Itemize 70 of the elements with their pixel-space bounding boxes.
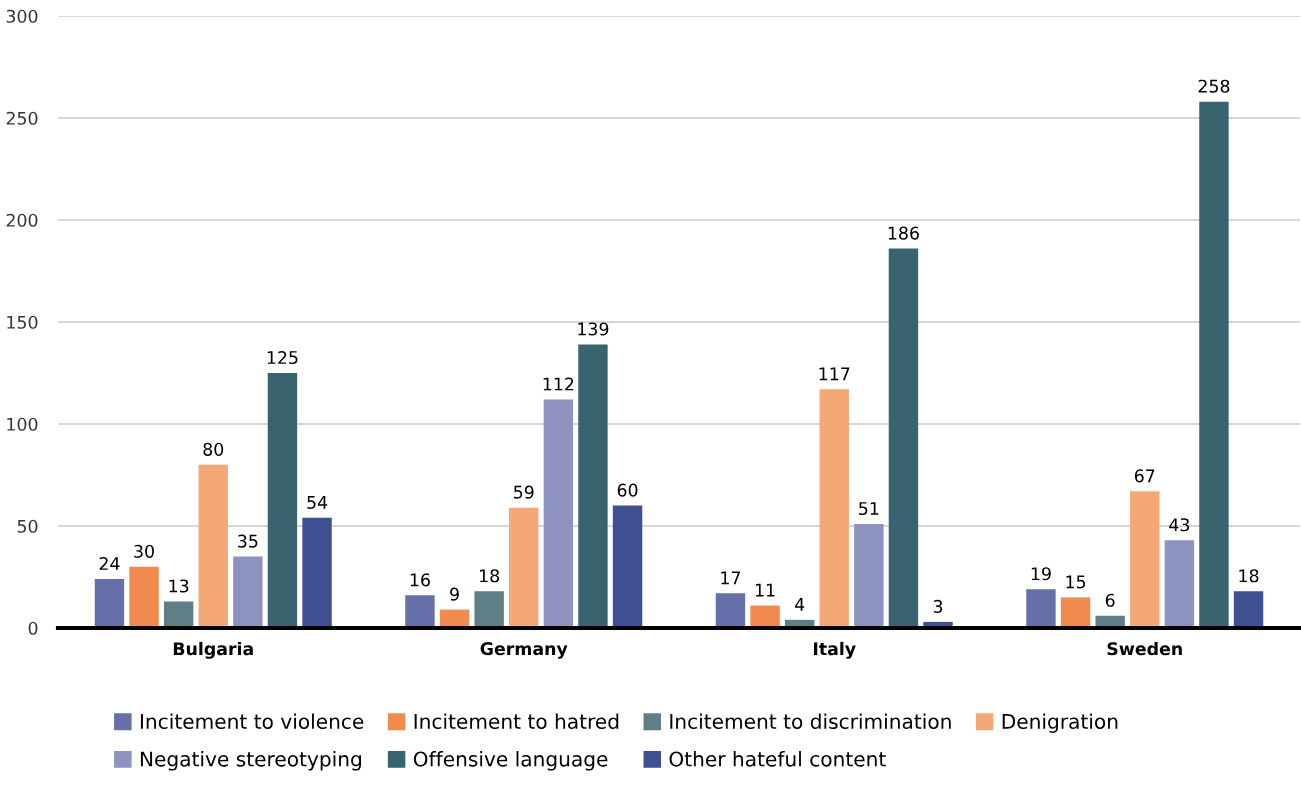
bar [819, 389, 849, 628]
x-tick-label: Sweden [1107, 641, 1182, 656]
bar [1026, 589, 1056, 628]
bar [405, 595, 435, 628]
bar [94, 579, 125, 628]
data-label: 18 [480, 569, 500, 583]
legend-label: Denigration [1002, 713, 1118, 733]
data-label: 17 [721, 571, 741, 585]
y-tick-label: 0 [28, 621, 38, 635]
legend-label: Incitement to hatred [414, 713, 619, 730]
y-tick-label: 150 [7, 315, 38, 329]
bar [163, 601, 194, 628]
data-label: 35 [238, 534, 258, 548]
x-tick-label: Bulgaria [173, 641, 253, 659]
bar [1199, 101, 1229, 628]
data-label: 258 [1198, 79, 1230, 93]
bar [1233, 591, 1264, 628]
data-label: 186 [888, 226, 919, 240]
bar [302, 517, 332, 628]
data-label: 16 [410, 573, 430, 587]
bar [474, 591, 504, 628]
data-label: 80 [203, 442, 224, 456]
bar [267, 373, 298, 628]
y-tick-label: 200 [6, 213, 38, 227]
y-tick-label: 300 [6, 9, 38, 23]
legend-label: Other hateful content [669, 751, 886, 767]
bar [233, 556, 263, 628]
data-label: 112 [543, 377, 574, 391]
legend-label: Incitement to discrimination [670, 713, 951, 730]
data-label: 3 [933, 599, 943, 613]
data-label: 60 [617, 483, 638, 497]
data-label: 139 [578, 322, 609, 336]
y-tick-label: 50 [17, 519, 38, 533]
bar [1130, 491, 1160, 628]
bar [715, 593, 746, 628]
y-tick-label: 250 [6, 111, 38, 125]
data-label: 54 [307, 496, 328, 509]
bar [854, 523, 884, 628]
data-label: 15 [1066, 575, 1086, 589]
bar [198, 464, 228, 628]
data-label: 13 [169, 579, 189, 593]
x-tick-label: Italy [813, 641, 856, 659]
data-label: 4 [794, 598, 805, 611]
x-tick-label: Germany [480, 642, 568, 659]
bar [1060, 597, 1091, 628]
legend-label: Negative stereotyping [140, 751, 361, 771]
legend-label: Offensive language [413, 751, 608, 771]
bar [509, 507, 539, 628]
bar [1164, 540, 1195, 628]
data-label: 11 [755, 583, 775, 597]
data-label: 9 [450, 587, 459, 601]
y-tick-label: 100 [7, 417, 38, 431]
data-label: 19 [1031, 567, 1051, 581]
bar [750, 605, 780, 628]
data-label: 117 [819, 367, 850, 381]
bar [612, 505, 643, 628]
bar [543, 399, 574, 628]
data-label: 125 [267, 350, 298, 365]
bar [578, 344, 608, 628]
data-label: 43 [1169, 518, 1189, 532]
legend-label: Incitement to violence [140, 713, 364, 730]
data-label: 51 [859, 502, 879, 516]
data-label: 6 [1105, 593, 1115, 607]
data-label: 24 [99, 556, 120, 570]
data-label: 18 [1239, 569, 1259, 583]
data-label: 30 [134, 544, 154, 558]
bar [888, 248, 919, 628]
bar [129, 566, 159, 628]
data-label: 59 [514, 485, 534, 499]
data-label: 67 [1134, 469, 1155, 483]
